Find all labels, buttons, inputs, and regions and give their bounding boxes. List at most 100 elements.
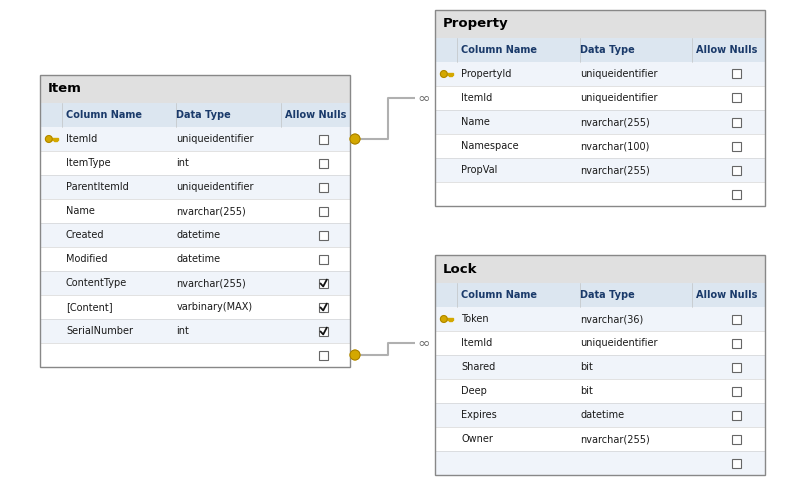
Text: Data Type: Data Type	[580, 45, 635, 55]
Text: PropVal: PropVal	[461, 165, 498, 175]
Text: ContentType: ContentType	[66, 278, 127, 288]
Text: uniqueidentifier: uniqueidentifier	[580, 338, 658, 348]
Bar	[733, 435, 742, 443]
Bar	[435, 10, 765, 206]
Text: datetime: datetime	[580, 410, 624, 420]
Text: nvarchar(100): nvarchar(100)	[580, 141, 650, 151]
Bar	[435, 307, 765, 331]
Bar	[51, 138, 58, 140]
Bar	[40, 103, 350, 127]
Text: ParentItemId: ParentItemId	[66, 182, 129, 192]
Bar	[435, 255, 765, 475]
Text: bit: bit	[580, 386, 593, 396]
Bar	[319, 230, 328, 240]
Bar	[435, 427, 765, 451]
Text: Token: Token	[461, 314, 489, 324]
Text: Allow Nulls: Allow Nulls	[696, 45, 757, 55]
Bar	[435, 134, 765, 158]
Bar	[319, 278, 328, 288]
Bar	[435, 158, 765, 182]
Text: Property: Property	[443, 18, 509, 30]
Text: ItemId: ItemId	[461, 338, 492, 348]
Text: Deep: Deep	[461, 386, 487, 396]
Text: datetime: datetime	[176, 254, 221, 264]
Text: Modified: Modified	[66, 254, 107, 264]
Bar	[319, 302, 328, 312]
Text: Allow Nulls: Allow Nulls	[696, 290, 757, 300]
Text: ∞: ∞	[417, 91, 430, 105]
Bar	[40, 199, 350, 223]
Text: Name: Name	[66, 206, 95, 216]
Text: ∞: ∞	[417, 336, 430, 350]
Text: varbinary(MAX): varbinary(MAX)	[176, 302, 253, 312]
Bar	[449, 319, 450, 321]
Bar	[435, 110, 765, 134]
Bar	[55, 139, 57, 141]
Bar	[446, 73, 453, 75]
Text: nvarchar(255): nvarchar(255)	[176, 206, 246, 216]
Text: Expires: Expires	[461, 410, 497, 420]
Bar	[435, 86, 765, 110]
Bar	[40, 343, 350, 367]
Text: datetime: datetime	[176, 230, 221, 240]
Bar	[40, 319, 350, 343]
Text: Lock: Lock	[443, 263, 478, 275]
Bar	[319, 182, 328, 192]
Bar	[319, 326, 328, 336]
Text: ItemType: ItemType	[66, 158, 110, 168]
Text: ItemId: ItemId	[66, 134, 98, 144]
Text: nvarchar(255): nvarchar(255)	[580, 434, 650, 444]
Bar	[319, 158, 328, 168]
Bar	[40, 247, 350, 271]
Circle shape	[350, 350, 360, 360]
Bar	[40, 75, 350, 367]
Bar	[54, 139, 55, 141]
Text: Name: Name	[461, 117, 490, 127]
Bar	[319, 350, 328, 360]
Text: Created: Created	[66, 230, 105, 240]
Circle shape	[350, 134, 360, 144]
Bar	[319, 134, 328, 144]
Bar	[435, 38, 765, 62]
Bar	[733, 363, 742, 371]
Text: int: int	[176, 158, 190, 168]
Text: [Content]: [Content]	[66, 302, 113, 312]
Circle shape	[441, 71, 447, 77]
Bar	[435, 10, 765, 38]
Bar	[733, 94, 742, 102]
Text: int: int	[176, 326, 190, 336]
Text: Item: Item	[48, 82, 82, 96]
Bar	[733, 190, 742, 198]
Bar	[733, 387, 742, 395]
Bar	[733, 118, 742, 126]
Bar	[733, 411, 742, 419]
Bar	[40, 175, 350, 199]
Bar	[435, 182, 765, 206]
Bar	[435, 379, 765, 403]
Bar	[435, 255, 765, 283]
Bar	[450, 319, 452, 321]
Text: Column Name: Column Name	[461, 45, 537, 55]
Bar	[319, 254, 328, 264]
Text: nvarchar(255): nvarchar(255)	[580, 117, 650, 127]
Bar	[435, 331, 765, 355]
Text: nvarchar(255): nvarchar(255)	[580, 165, 650, 175]
Text: uniqueidentifier: uniqueidentifier	[580, 93, 658, 103]
Text: Owner: Owner	[461, 434, 493, 444]
Text: uniqueidentifier: uniqueidentifier	[176, 182, 254, 192]
Circle shape	[441, 316, 447, 322]
Text: SerialNumber: SerialNumber	[66, 326, 133, 336]
Text: uniqueidentifier: uniqueidentifier	[580, 69, 658, 79]
Bar	[733, 315, 742, 323]
Text: uniqueidentifier: uniqueidentifier	[176, 134, 254, 144]
Bar	[435, 355, 765, 379]
Text: Allow Nulls: Allow Nulls	[285, 110, 346, 120]
Bar	[733, 142, 742, 150]
Bar	[733, 459, 742, 467]
Bar	[319, 206, 328, 216]
Bar	[733, 166, 742, 174]
Text: PropertyId: PropertyId	[461, 69, 511, 79]
Bar	[450, 74, 452, 76]
Bar	[435, 403, 765, 427]
Bar	[733, 70, 742, 78]
